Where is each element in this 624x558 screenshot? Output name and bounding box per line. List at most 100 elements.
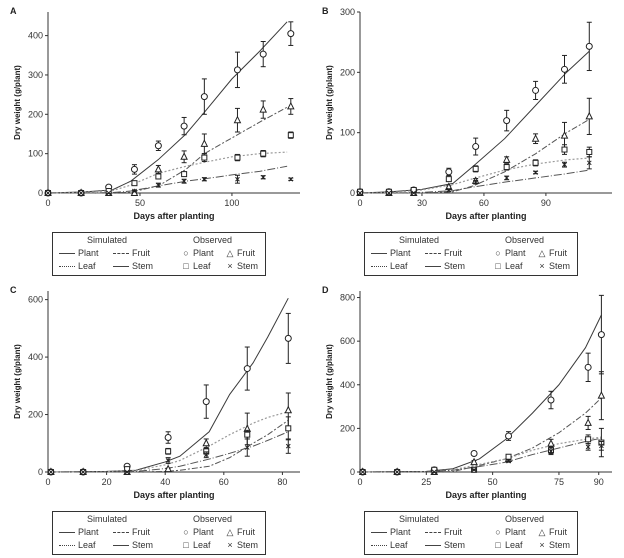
observed-stem-point <box>411 190 417 196</box>
y-tick-label: 600 <box>28 295 43 305</box>
observed-leaf-point <box>586 148 593 155</box>
legend-observed-leaf: □ Leaf <box>181 540 211 550</box>
observed-plant-point <box>472 143 480 151</box>
observed-fruit-point <box>284 405 293 414</box>
legend-line-swatch <box>59 253 75 255</box>
observed-stem-point <box>394 469 400 475</box>
observed-leaf-point <box>561 146 568 153</box>
legend: Simulated Observed Plant Fruit Leaf Stem ○ Plan… <box>52 511 266 555</box>
legend-line-swatch <box>113 266 129 268</box>
legend-marker-icon: × <box>539 540 545 550</box>
legend-label: Simulated <box>87 514 128 524</box>
legend-simulated-title: Simulated <box>87 514 127 524</box>
legend-simulated-stem: Stem <box>113 540 153 550</box>
legend-simulated-fruit: Fruit <box>113 527 150 537</box>
observed-fruit-point <box>200 139 209 147</box>
legend-observed-title: Observed <box>193 235 232 245</box>
observed-plant-point <box>470 449 478 457</box>
observed-plant-point <box>180 122 188 130</box>
x-tick-label: 60 <box>479 198 489 208</box>
legend-observed-fruit: △ Fruit <box>537 248 567 259</box>
observed-stem-point <box>201 176 207 182</box>
y-tick-label: 800 <box>340 293 355 303</box>
observed-stem-point <box>181 178 187 184</box>
legend: Simulated Observed Plant Fruit Leaf Stem ○ Plan… <box>52 232 266 276</box>
observed-stem-point <box>599 443 604 449</box>
legend-marker-icon: ○ <box>183 527 189 537</box>
observed-fruit-point <box>286 101 295 110</box>
legend: Simulated Observed Plant Fruit Leaf Stem ○ Plan… <box>364 232 578 276</box>
y-tick-label: 0 <box>350 188 355 198</box>
observed-stem-point <box>156 182 161 188</box>
simulated-plant-line <box>47 297 289 473</box>
y-tick-label: 600 <box>340 336 355 346</box>
plot-B: 0 30 60 90 0 100 200 300 Days after planting Dry … <box>322 6 612 221</box>
legend-label: Stem <box>549 540 571 550</box>
x-tick-label: 90 <box>541 198 551 208</box>
legend-simulated-leaf: Leaf <box>371 540 408 550</box>
observed-stem-point <box>471 467 477 473</box>
observed-plant-point <box>532 86 540 94</box>
legend-line-swatch <box>113 253 129 255</box>
observed-plant-point <box>287 30 295 38</box>
y-tick-label: 300 <box>340 7 355 17</box>
y-tick-label: 300 <box>28 70 43 80</box>
legend-marker-icon: △ <box>538 248 546 258</box>
legend-observed-plant: ○ Plant <box>181 527 213 537</box>
legend-observed-fruit: △ Fruit <box>225 527 255 538</box>
legend-label: Observed <box>505 514 545 524</box>
simulated-fruit-line <box>48 419 289 473</box>
legend-observed-title: Observed <box>505 514 544 524</box>
legend-marker-icon: □ <box>183 261 189 271</box>
observed-fruit-point <box>202 438 211 447</box>
observed-stem-point <box>235 176 240 182</box>
observed-stem-point <box>533 170 538 175</box>
legend-label: Fruit <box>237 527 255 537</box>
observed-stem-point <box>45 190 51 196</box>
y-tick-label: 100 <box>28 149 43 159</box>
observed-leaf-point <box>181 171 188 178</box>
legend-marker-icon: × <box>227 540 233 550</box>
legend-label: Observed <box>505 235 545 245</box>
legend-simulated-title: Simulated <box>87 235 127 245</box>
panel-B: 0 30 60 90 0 100 200 300 Days after planting Dry … <box>312 0 624 279</box>
observed-stem-point <box>504 175 510 181</box>
legend-label: Leaf <box>193 540 211 550</box>
legend-simulated-plant: Plant <box>371 527 411 537</box>
observed-fruit-point <box>502 155 511 163</box>
observed-leaf-point <box>445 176 452 183</box>
observed-leaf-point <box>155 173 162 180</box>
legend-observed-stem: × Stem <box>225 540 258 550</box>
legend-label: Leaf <box>505 261 523 271</box>
legend-label: Plant <box>390 248 411 258</box>
panel-D: 0 25 50 75 90 0 200 400 600 800 Days after plantin… <box>312 279 624 558</box>
observed-plant-point <box>259 50 267 58</box>
observed-plant-point <box>597 331 605 339</box>
legend-label: Stem <box>237 540 259 550</box>
legend-line-swatch <box>59 266 75 268</box>
legend-simulated-plant: Plant <box>59 527 99 537</box>
x-axis-label: Days after planting <box>445 490 526 500</box>
observed-leaf-point <box>234 154 241 161</box>
legend-marker-icon: □ <box>495 540 501 550</box>
observed-stem-point <box>360 469 366 475</box>
legend-label: Leaf <box>78 261 96 271</box>
y-tick-label: 0 <box>350 467 355 477</box>
legend-line-swatch <box>425 545 441 547</box>
observed-stem-point <box>585 444 591 450</box>
legend-label: Fruit <box>444 527 462 537</box>
simulated-stem-line <box>360 169 590 194</box>
simulated-plant-line <box>47 21 288 194</box>
legend-observed-fruit: △ Fruit <box>537 527 567 538</box>
legend-observed-title: Observed <box>505 235 544 245</box>
legend-label: Fruit <box>549 248 567 258</box>
y-tick-label: 200 <box>340 423 355 433</box>
observed-plant-point <box>445 168 453 176</box>
observed-stem-point <box>132 188 137 194</box>
legend-line-swatch <box>425 266 441 268</box>
simulated-leaf-line <box>359 157 590 194</box>
panel-label: D <box>322 285 329 295</box>
legend-observed-leaf: □ Leaf <box>493 540 522 550</box>
legend-label: Plant <box>505 248 526 258</box>
y-axis-label: Dry weight (g/plant) <box>13 344 22 419</box>
